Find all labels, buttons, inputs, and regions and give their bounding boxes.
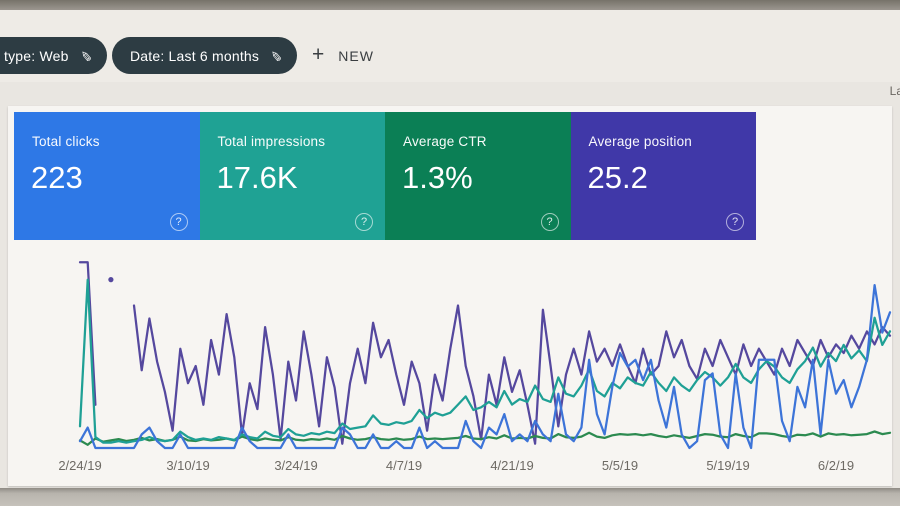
search-type-chip[interactable]: type: Web ✎ xyxy=(0,37,107,74)
series-line-position xyxy=(78,261,97,406)
last-updated-text-cutoff: La xyxy=(889,84,900,98)
search-type-chip-label: type: Web xyxy=(4,47,69,64)
x-axis-label: 5/5/19 xyxy=(601,458,639,473)
x-axis-label: 5/19/19 xyxy=(706,458,750,473)
metric-card-average-position[interactable]: Average position 25.2 ? xyxy=(570,112,756,240)
help-icon[interactable]: ? xyxy=(169,213,188,231)
x-axis-label: 6/2/19 xyxy=(817,458,855,473)
metric-value: 1.3% xyxy=(402,160,473,195)
pencil-icon: ✎ xyxy=(267,48,285,63)
performance-panel: Total clicks 223 ? Total impressions 17.… xyxy=(8,106,892,486)
data-point-dot xyxy=(108,277,114,283)
metric-value: 17.6K xyxy=(216,160,298,195)
help-icon[interactable]: ? xyxy=(355,213,373,231)
new-filter-button[interactable]: + NEW xyxy=(306,37,380,74)
metric-card-total-clicks[interactable]: Total clicks 223 ? xyxy=(14,112,200,240)
x-axis-label: 4/21/19 xyxy=(490,458,534,473)
date-range-chip-label: Date: Last 6 months xyxy=(130,47,260,64)
content-area: La Total clicks 223 ? Total impressions … xyxy=(0,82,900,488)
series-line-position xyxy=(132,304,892,445)
metric-label: Average CTR xyxy=(403,134,487,149)
x-axis-label: 4/7/19 xyxy=(385,458,423,473)
bottom-bezel xyxy=(0,488,900,506)
metric-label: Average position xyxy=(588,134,693,149)
date-range-chip[interactable]: Date: Last 6 months ✎ xyxy=(112,37,298,74)
filter-bar: type: Web ✎ Date: Last 6 months ✎ + NEW xyxy=(0,10,900,83)
series-line-clicks xyxy=(78,283,892,450)
chart-lines xyxy=(78,261,892,450)
metric-label: Total clicks xyxy=(32,134,100,149)
pencil-icon: ✎ xyxy=(77,48,95,63)
metric-card-average-ctr[interactable]: Average CTR 1.3% ? xyxy=(385,112,571,240)
x-axis-label: 3/10/19 xyxy=(166,458,210,473)
new-filter-label: NEW xyxy=(338,47,374,64)
help-icon[interactable]: ? xyxy=(726,213,744,231)
metric-label: Total impressions xyxy=(217,134,326,149)
help-icon[interactable]: ? xyxy=(540,213,559,231)
top-bezel xyxy=(0,0,900,10)
metric-card-total-impressions[interactable]: Total impressions 17.6K ? xyxy=(199,112,385,240)
performance-chart[interactable]: 2/24/19 3/10/19 3/24/19 4/7/19 4/21/19 5/5/19… xyxy=(8,250,892,486)
x-axis-label: 2/24/19 xyxy=(58,458,102,473)
plus-icon: + xyxy=(312,43,326,66)
metric-value: 25.2 xyxy=(587,160,648,195)
series-line-impressions xyxy=(78,278,892,444)
metric-cards-row: Total clicks 223 ? Total impressions 17.… xyxy=(14,112,756,240)
x-axis-label: 3/24/19 xyxy=(274,458,318,473)
metric-value: 223 xyxy=(31,160,83,195)
